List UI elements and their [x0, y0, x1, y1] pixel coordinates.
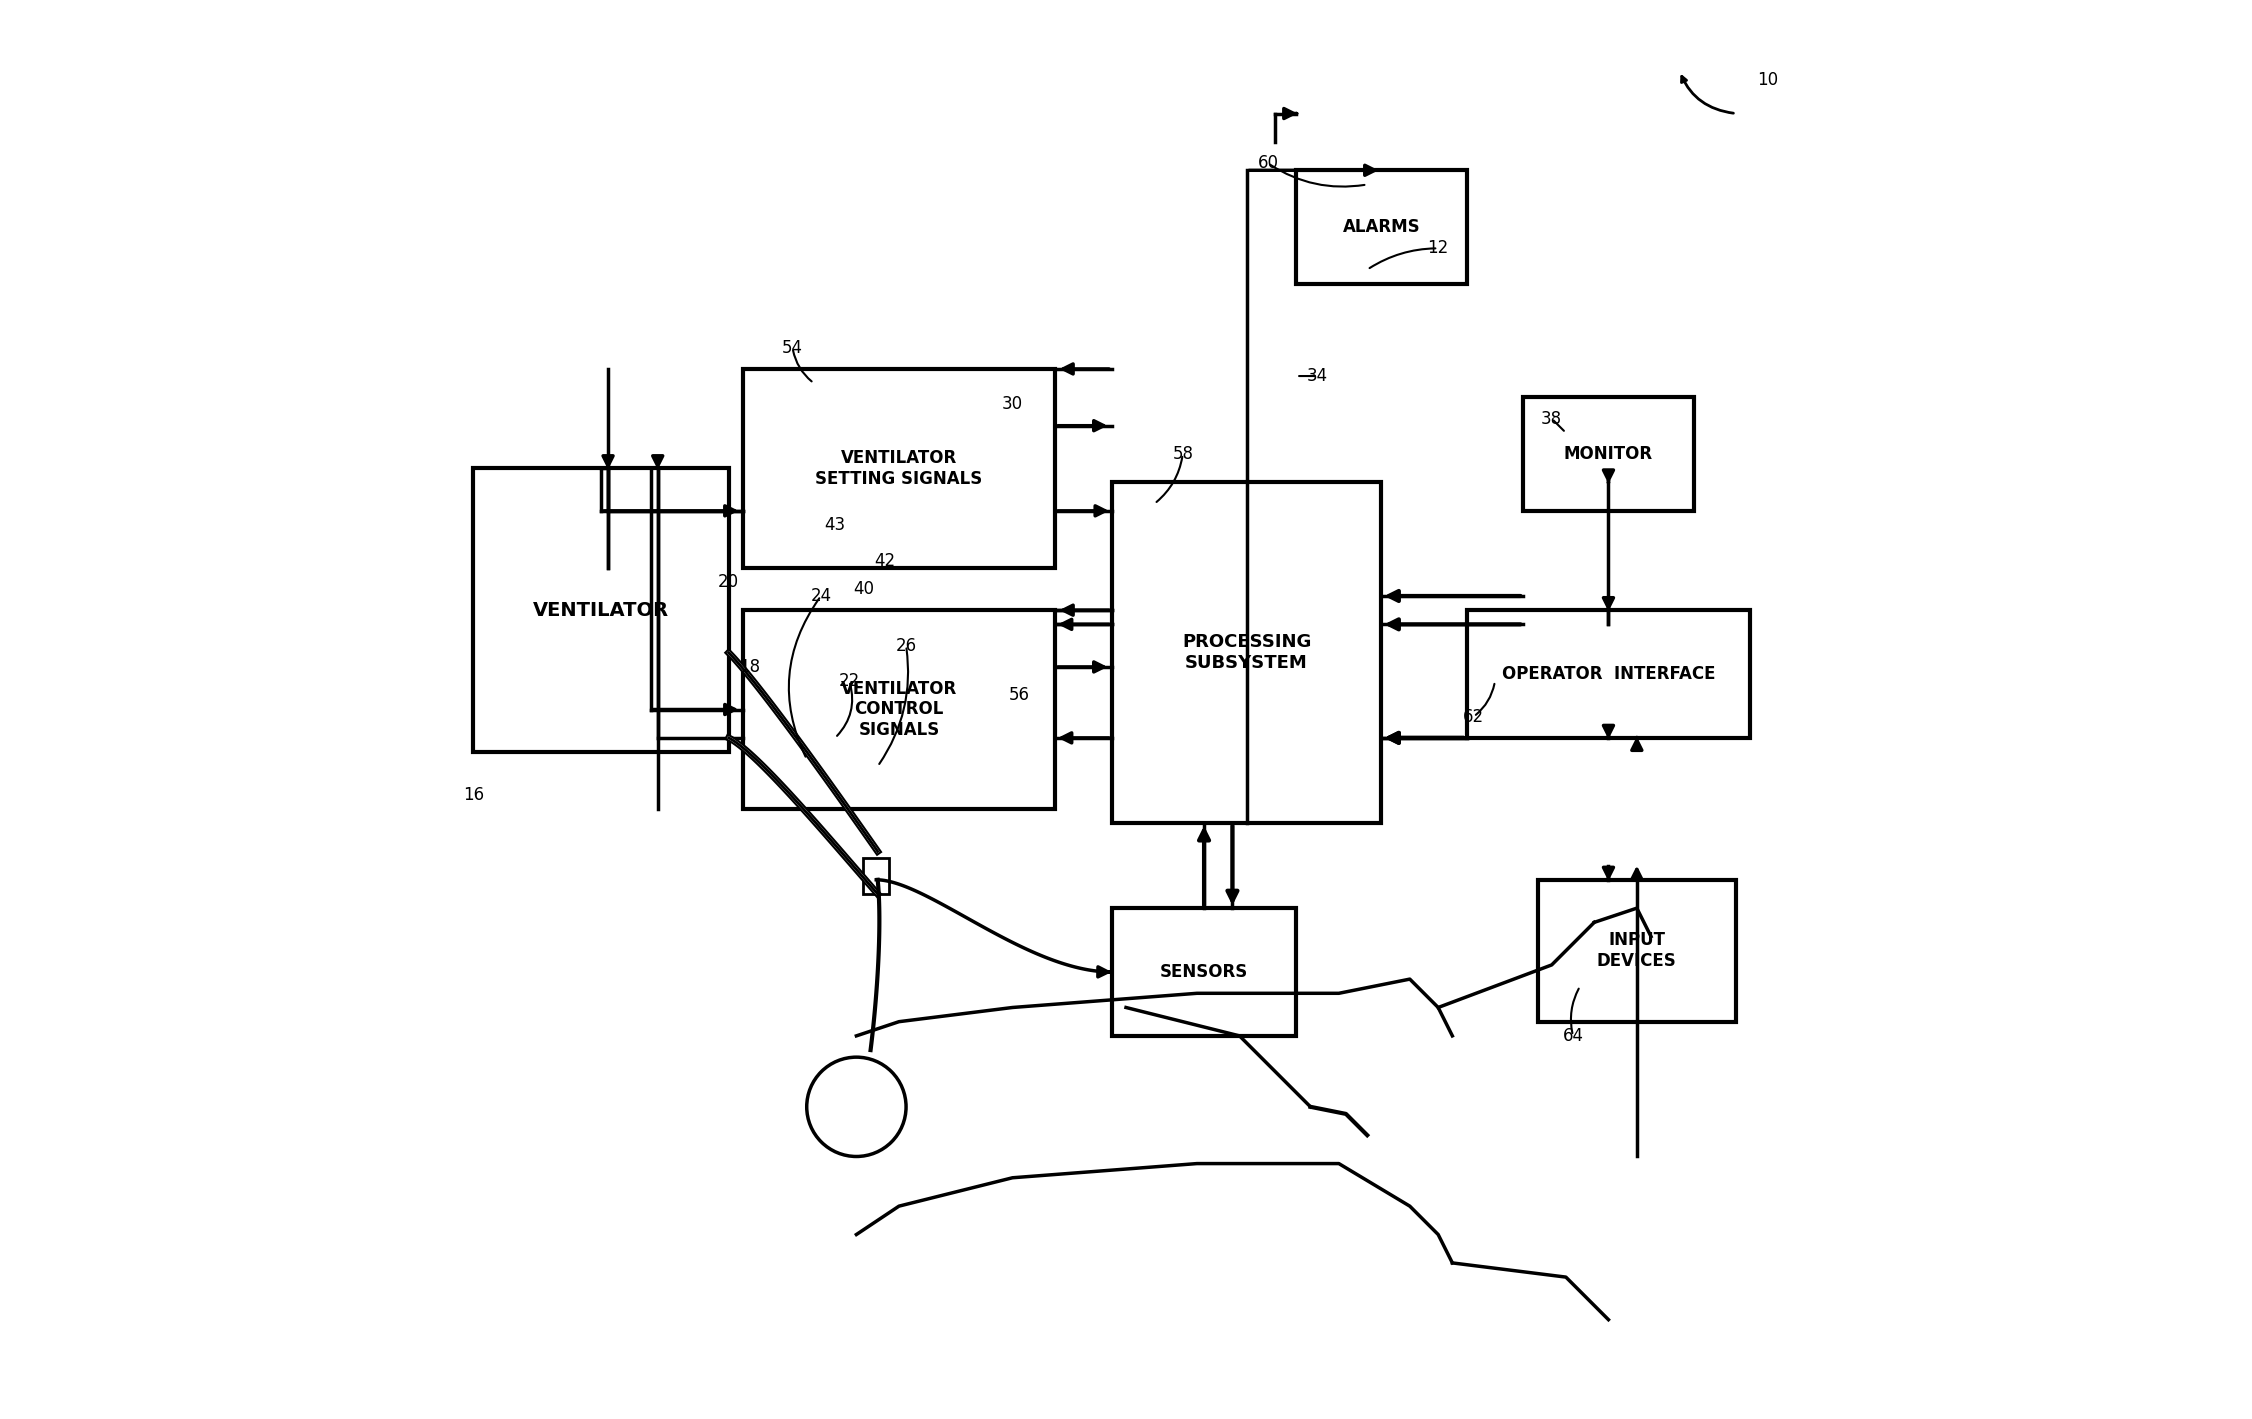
Text: VENTILATOR
SETTING SIGNALS: VENTILATOR SETTING SIGNALS: [815, 448, 982, 488]
Text: 22: 22: [838, 673, 860, 690]
Text: 64: 64: [1563, 1027, 1583, 1044]
Text: PROCESSING
SUBSYSTEM: PROCESSING SUBSYSTEM: [1182, 633, 1311, 673]
FancyBboxPatch shape: [1112, 482, 1380, 823]
Text: 34: 34: [1306, 368, 1329, 385]
Text: VENTILATOR
CONTROL
SIGNALS: VENTILATOR CONTROL SIGNALS: [840, 680, 957, 739]
Text: VENTILATOR: VENTILATOR: [534, 600, 669, 620]
Text: 26: 26: [896, 637, 917, 654]
Text: ALARMS: ALARMS: [1342, 219, 1421, 236]
Text: 40: 40: [854, 580, 874, 597]
Text: SENSORS: SENSORS: [1160, 964, 1248, 981]
FancyBboxPatch shape: [743, 369, 1054, 568]
Text: 30: 30: [1002, 396, 1022, 413]
Text: 16: 16: [462, 786, 484, 803]
Text: 18: 18: [739, 658, 761, 675]
Bar: [863, 858, 890, 894]
Text: 56: 56: [1009, 687, 1029, 704]
Text: 24: 24: [811, 587, 831, 604]
FancyBboxPatch shape: [1112, 908, 1297, 1036]
Text: 43: 43: [824, 517, 847, 534]
Text: INPUT
DEVICES: INPUT DEVICES: [1597, 931, 1678, 971]
FancyBboxPatch shape: [473, 468, 730, 752]
Text: 60: 60: [1257, 155, 1279, 172]
Text: 42: 42: [874, 552, 896, 569]
FancyBboxPatch shape: [743, 610, 1054, 809]
FancyBboxPatch shape: [1522, 397, 1694, 511]
Text: 20: 20: [718, 573, 739, 590]
Text: 38: 38: [1540, 410, 1563, 427]
Text: 58: 58: [1173, 446, 1194, 463]
FancyBboxPatch shape: [1466, 610, 1750, 738]
FancyBboxPatch shape: [1297, 170, 1466, 284]
Text: 54: 54: [781, 339, 804, 356]
Text: MONITOR: MONITOR: [1563, 446, 1653, 463]
FancyBboxPatch shape: [1538, 880, 1736, 1022]
Text: OPERATOR  INTERFACE: OPERATOR INTERFACE: [1502, 666, 1716, 683]
Text: 12: 12: [1428, 240, 1448, 257]
Text: 62: 62: [1464, 708, 1484, 725]
Text: 10: 10: [1757, 71, 1779, 89]
